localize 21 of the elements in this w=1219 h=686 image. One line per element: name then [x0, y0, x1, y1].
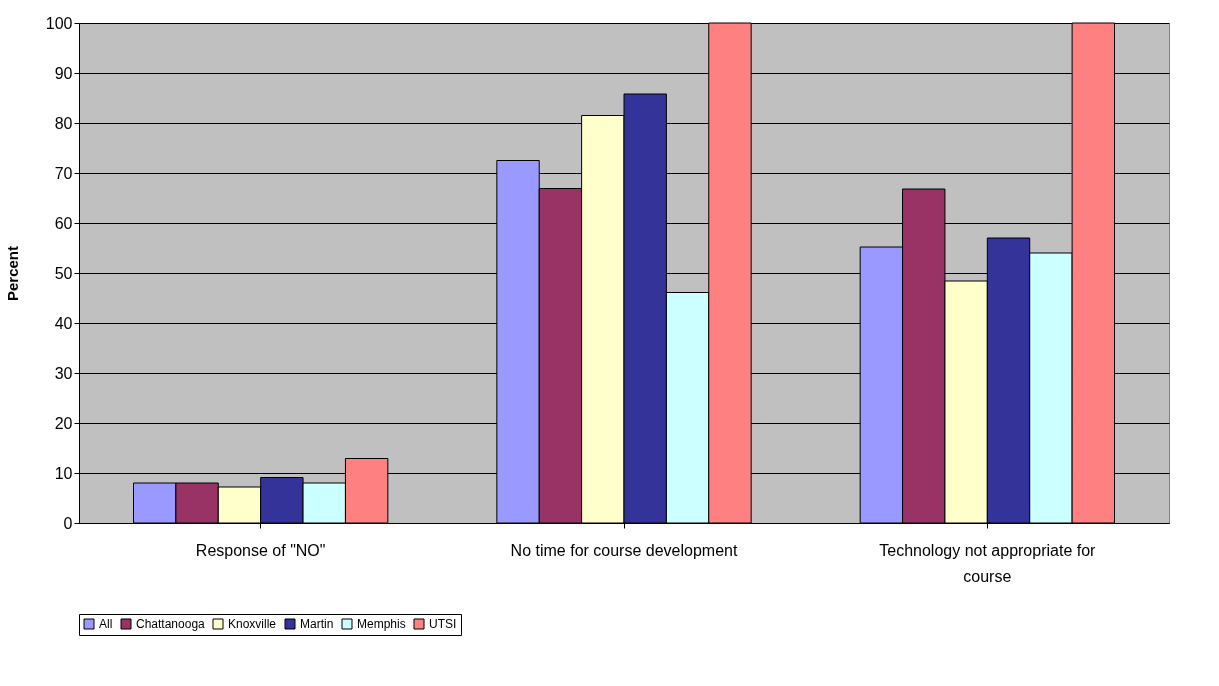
legend-label: Memphis [357, 617, 406, 631]
y-tick-label: 80 [54, 114, 73, 132]
y-tick-label: 0 [63, 514, 73, 532]
y-axis-title: Percent [3, 245, 21, 302]
legend-label: Martin [300, 617, 334, 631]
x-tick-label: No time for course development [510, 541, 738, 559]
y-tick-label: 20 [54, 414, 73, 432]
legend-label: All [99, 617, 113, 631]
y-tick-label: 60 [54, 214, 73, 232]
legend-label: UTSI [429, 617, 457, 631]
y-tick-label: 10 [54, 464, 73, 482]
y-tick-label: 30 [54, 364, 73, 382]
y-tick-label: 90 [54, 64, 73, 82]
legend-label: Knoxville [228, 617, 277, 631]
legend-label: Chattanooga [136, 617, 206, 631]
y-tick-label: 40 [54, 314, 73, 332]
x-tick-label: Technology not appropriate for course [879, 541, 1097, 585]
y-tick-label: 100 [45, 14, 73, 32]
y-tick-label: 70 [54, 164, 73, 182]
y-tick-label: 50 [54, 264, 73, 282]
x-tick-label: Response of "NO" [195, 541, 326, 559]
